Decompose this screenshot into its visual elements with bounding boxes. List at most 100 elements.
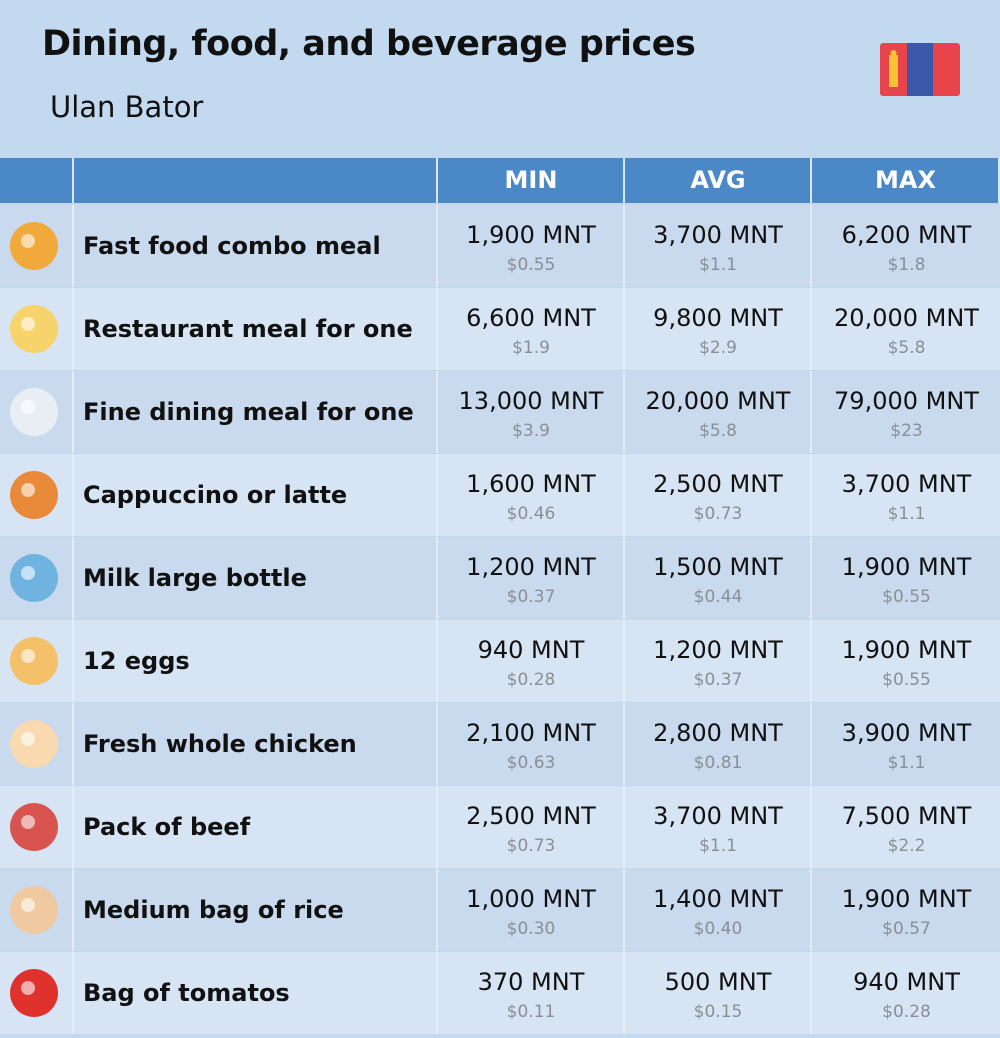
item-name: Cappuccino or latte: [75, 454, 438, 536]
header-cell: AVG: [626, 158, 812, 203]
price-local: 9,800 MNT: [653, 304, 783, 332]
price-cell: 20,000 MNT $5.8: [626, 371, 812, 453]
price-usd: $1.1: [699, 255, 737, 275]
header-cell: [0, 158, 74, 203]
price-usd: $0.73: [506, 836, 556, 856]
icon-cell: [0, 703, 74, 785]
icon: [10, 471, 58, 519]
price-local: 7,500 MNT: [841, 802, 972, 830]
icon-cell: [0, 454, 74, 536]
price-local: 1,900 MNT: [841, 553, 972, 581]
icon: [10, 222, 58, 270]
price-usd: $0.63: [506, 753, 556, 773]
price-local: 1,000 MNT: [466, 885, 596, 913]
icon-cell: [0, 537, 74, 619]
price-usd: $0.28: [506, 670, 556, 690]
icon: [10, 720, 58, 768]
table-row: Fine dining meal for one 13,000 MNT $3.9 20…: [0, 371, 1000, 453]
price-cell: 3,700 MNT $1.1: [626, 205, 812, 287]
icon-cell: [0, 952, 74, 1034]
icon: [10, 803, 58, 851]
price-cell: 1,500 MNT $0.44: [626, 537, 812, 619]
price-usd: $1.9: [512, 338, 550, 358]
header-row: MIN AVG MAX: [0, 158, 1000, 203]
price-local: 6,600 MNT: [466, 304, 596, 332]
price-local: 13,000 MNT: [458, 387, 604, 415]
price-cell: 1,900 MNT $0.55: [813, 537, 1000, 619]
icon-cell: [0, 786, 74, 868]
price-cell: 1,000 MNT $0.30: [439, 869, 625, 951]
price-usd: $0.55: [882, 587, 931, 607]
price-usd: $0.73: [693, 504, 743, 524]
price-cell: 940 MNT $0.28: [813, 952, 1000, 1034]
price-cell: 1,900 MNT $0.55: [439, 205, 625, 287]
price-cell: 3,700 MNT $1.1: [626, 786, 812, 868]
price-local: 3,900 MNT: [841, 719, 972, 747]
price-local: 20,000 MNT: [645, 387, 791, 415]
price-local: 1,200 MNT: [653, 636, 783, 664]
header-cell: MAX: [813, 158, 1000, 203]
price-usd: $0.37: [506, 587, 556, 607]
price-cell: 2,500 MNT $0.73: [626, 454, 812, 536]
table-row: Bag of tomatos 370 MNT $0.11 500 MNT $0.15 94…: [0, 952, 1000, 1034]
price-local: 2,500 MNT: [653, 470, 783, 498]
icon: [10, 554, 58, 602]
icon: [10, 637, 58, 685]
price-usd: $0.30: [506, 919, 556, 939]
price-usd: $3.9: [512, 421, 550, 441]
price-cell: 1,200 MNT $0.37: [439, 537, 625, 619]
price-local: 3,700 MNT: [841, 470, 972, 498]
price-cell: 2,800 MNT $0.81: [626, 703, 812, 785]
price-cell: 2,500 MNT $0.73: [439, 786, 625, 868]
price-local: 1,200 MNT: [466, 553, 596, 581]
price-local: 500 MNT: [664, 968, 772, 996]
price-cell: 940 MNT $0.28: [439, 620, 625, 702]
price-local: 1,600 MNT: [466, 470, 596, 498]
price-cell: 7,500 MNT $2.2: [813, 786, 1000, 868]
price-cell: 3,900 MNT $1.1: [813, 703, 1000, 785]
price-local: 3,700 MNT: [653, 802, 783, 830]
table-row: Cappuccino or latte 1,600 MNT $0.46 2,500 M…: [0, 454, 1000, 536]
price-usd: $0.15: [693, 1002, 743, 1022]
price-cell: 1,900 MNT $0.57: [813, 869, 1000, 951]
price-cell: 500 MNT $0.15: [626, 952, 812, 1034]
price-usd: $0.55: [506, 255, 556, 275]
price-cell: 2,100 MNT $0.63: [439, 703, 625, 785]
icon-cell: [0, 371, 74, 453]
price-cell: 6,600 MNT $1.9: [439, 288, 625, 370]
item-name: Pack of beef: [75, 786, 438, 868]
price-cell: 3,700 MNT $1.1: [813, 454, 1000, 536]
price-local: 940 MNT: [477, 636, 585, 664]
price-usd: $2.9: [699, 338, 737, 358]
price-usd: $1.1: [699, 836, 737, 856]
price-usd: $0.57: [882, 919, 931, 939]
icon-cell: [0, 869, 74, 951]
price-local: 3,700 MNT: [653, 221, 783, 249]
price-usd: $0.44: [693, 587, 743, 607]
price-local: 1,900 MNT: [841, 885, 972, 913]
price-cell: 6,200 MNT $1.8: [813, 205, 1000, 287]
item-name: Bag of tomatos: [75, 952, 438, 1034]
item-name: 12 eggs: [75, 620, 438, 702]
price-local: 370 MNT: [477, 968, 585, 996]
price-usd: $0.37: [693, 670, 743, 690]
price-usd: $1.1: [887, 753, 926, 773]
price-cell: 370 MNT $0.11: [439, 952, 625, 1034]
price-usd: $23: [890, 421, 923, 441]
price-cell: 79,000 MNT $23: [813, 371, 1000, 453]
icon: [10, 969, 58, 1017]
price-local: 2,800 MNT: [653, 719, 783, 747]
title: Dining, food, and beverage prices: [42, 24, 696, 64]
icon-cell: [0, 620, 74, 702]
flag: [880, 43, 960, 96]
price-usd: $1.1: [887, 504, 926, 524]
price-cell: 13,000 MNT $3.9: [439, 371, 625, 453]
item-name: Fresh whole chicken: [75, 703, 438, 785]
price-cell: 1,600 MNT $0.46: [439, 454, 625, 536]
price-usd: $0.40: [693, 919, 743, 939]
icon: [10, 305, 58, 353]
icon: [10, 388, 58, 436]
item-name: Fine dining meal for one: [75, 371, 438, 453]
price-usd: $0.81: [693, 753, 743, 773]
